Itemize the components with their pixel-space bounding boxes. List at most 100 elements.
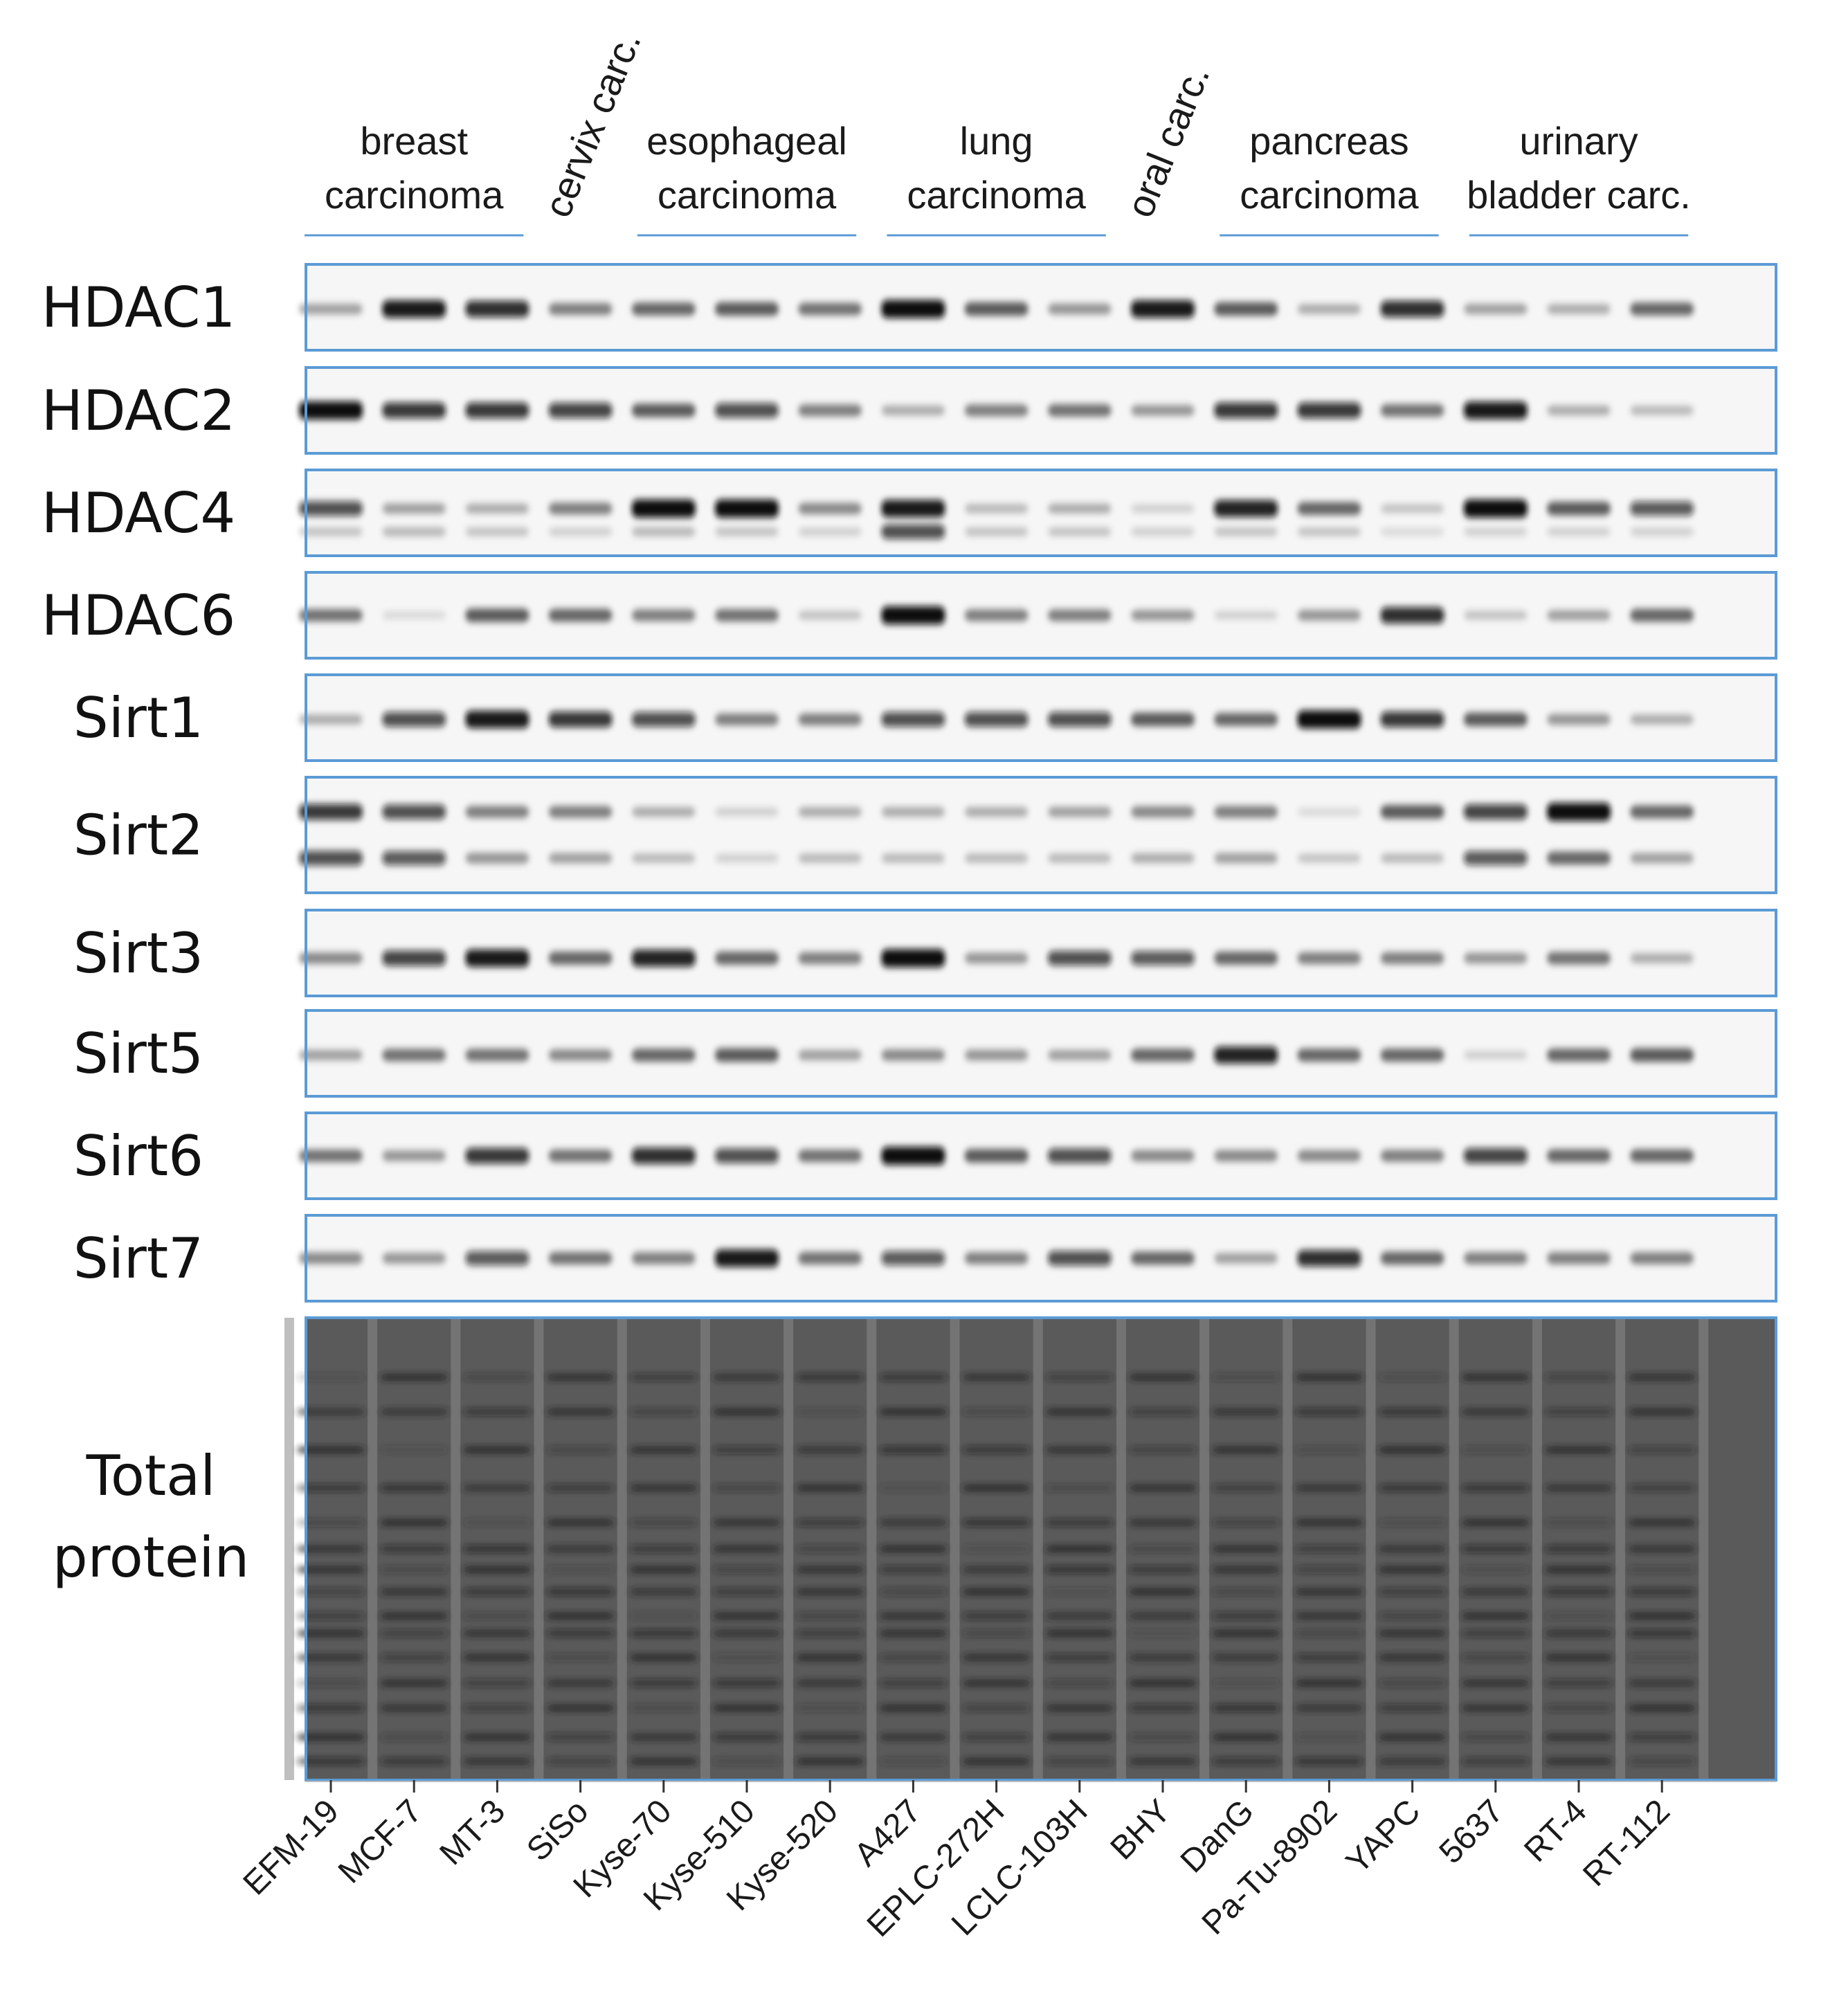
total-band xyxy=(1046,1588,1113,1596)
total-band xyxy=(1296,1484,1363,1492)
total-band xyxy=(1213,1588,1280,1596)
total-band xyxy=(1629,1408,1696,1416)
total-band xyxy=(880,1408,947,1416)
total-band xyxy=(1213,1733,1280,1741)
total-band xyxy=(1379,1484,1446,1492)
total-band xyxy=(547,1484,614,1492)
band-series xyxy=(299,499,1694,518)
total-band xyxy=(1379,1733,1446,1741)
total-band xyxy=(1546,1545,1612,1553)
total-band xyxy=(714,1757,780,1766)
total-band xyxy=(630,1545,697,1553)
band-hdac4-efm-19 xyxy=(299,527,363,536)
total-band xyxy=(381,1588,448,1596)
total-band xyxy=(381,1653,448,1662)
total-band xyxy=(630,1408,697,1416)
band-sirt6-mt-3 xyxy=(465,1147,529,1164)
total-band xyxy=(1296,1733,1363,1741)
lane-label-efm-19: EFM-19 xyxy=(237,1793,346,1902)
total-band xyxy=(630,1679,697,1687)
total-band xyxy=(963,1373,1030,1381)
total-band xyxy=(1629,1373,1696,1381)
total-band xyxy=(797,1545,864,1553)
total-band xyxy=(1046,1484,1113,1492)
band-sirt7-lclc-103h xyxy=(1047,1251,1112,1266)
total-band xyxy=(714,1612,780,1620)
band-hdac4-kyse-70 xyxy=(631,499,696,518)
band-sirt1-rt-112 xyxy=(1630,714,1694,725)
total-band xyxy=(1130,1733,1196,1741)
total-band xyxy=(1046,1629,1113,1637)
band-sirt2-rt-112 xyxy=(1630,853,1694,864)
band-sirt1-dang xyxy=(1214,713,1278,726)
band-hdac1-5637 xyxy=(1463,304,1528,314)
band-hdac6-siso xyxy=(548,608,613,622)
row-label-sirt7: Sirt7 xyxy=(73,1226,203,1291)
band-hdac6-kyse-70 xyxy=(631,609,696,622)
band-hdac4-mt-3 xyxy=(465,527,529,536)
total-band xyxy=(547,1679,614,1687)
lane-label-bhy: BHY xyxy=(1104,1793,1178,1867)
band-sirt5-bhy xyxy=(1131,1049,1195,1062)
total-band xyxy=(1213,1704,1280,1712)
band-hdac4-eplc-272h xyxy=(964,504,1029,514)
lane-label-rt-4: RT-4 xyxy=(1517,1793,1593,1869)
blot-row-hdac1: HDAC1 xyxy=(42,263,1777,352)
total-band xyxy=(630,1653,697,1662)
group-label-breast-line2: carcinoma xyxy=(325,173,504,217)
band-hdac1-lclc-103h xyxy=(1047,303,1112,315)
total-band xyxy=(963,1408,1030,1416)
row-label-hdac2: HDAC2 xyxy=(42,379,235,443)
total-band xyxy=(1629,1566,1696,1574)
group-label-breast-line1: breast xyxy=(360,119,468,163)
band-sirt1-5637 xyxy=(1463,712,1528,727)
total-band xyxy=(464,1653,531,1662)
band-sirt3-efm-19 xyxy=(299,952,363,964)
band-sirt7-5637 xyxy=(1463,1252,1528,1264)
total-band xyxy=(464,1446,531,1454)
band-hdac2-kyse-520 xyxy=(798,404,862,417)
total-band xyxy=(464,1545,531,1553)
total-band xyxy=(381,1679,448,1687)
lane-gap xyxy=(1615,1318,1626,1780)
band-series xyxy=(299,1046,1694,1064)
total-band xyxy=(464,1518,531,1527)
lane-label-mcf-7: MCF-7 xyxy=(332,1793,429,1890)
total-band xyxy=(880,1733,947,1741)
band-sirt3-kyse-520 xyxy=(798,952,862,965)
band-hdac2-mt-3 xyxy=(465,402,529,419)
total-band xyxy=(547,1545,614,1553)
total-band xyxy=(381,1612,448,1620)
band-hdac4-eplc-272h xyxy=(964,527,1029,536)
band-sirt1-kyse-510 xyxy=(715,713,779,726)
total-band xyxy=(714,1484,780,1492)
total-band xyxy=(1046,1679,1113,1687)
total-band xyxy=(1213,1408,1280,1416)
total-band xyxy=(880,1518,947,1527)
total-band xyxy=(1546,1704,1612,1712)
band-hdac6-5637 xyxy=(1463,610,1528,620)
band-sirt2-5637 xyxy=(1463,851,1528,866)
total-band xyxy=(1379,1518,1446,1527)
group-label-esophageal-line2: carcinoma xyxy=(658,173,837,217)
band-hdac6-rt-4 xyxy=(1547,610,1611,621)
band-hdac6-pa-tu-8902 xyxy=(1297,610,1361,621)
band-sirt1-mt-3 xyxy=(465,710,529,729)
band-sirt2-bhy xyxy=(1131,806,1195,818)
total-band xyxy=(547,1566,614,1574)
lane-gap xyxy=(451,1318,461,1780)
band-hdac4-pa-tu-8902 xyxy=(1297,502,1361,516)
band-series xyxy=(299,300,1694,318)
total-band xyxy=(298,1484,364,1492)
band-series xyxy=(299,606,1694,624)
total-band xyxy=(1213,1653,1280,1662)
total-band xyxy=(1546,1373,1612,1381)
band-sirt3-lclc-103h xyxy=(1047,950,1112,966)
blot-row-hdac4: HDAC4 xyxy=(42,469,1777,557)
band-hdac4-lclc-103h xyxy=(1047,527,1112,536)
total-band xyxy=(464,1629,531,1637)
band-hdac4-dang xyxy=(1214,527,1278,536)
total-band xyxy=(714,1733,780,1741)
